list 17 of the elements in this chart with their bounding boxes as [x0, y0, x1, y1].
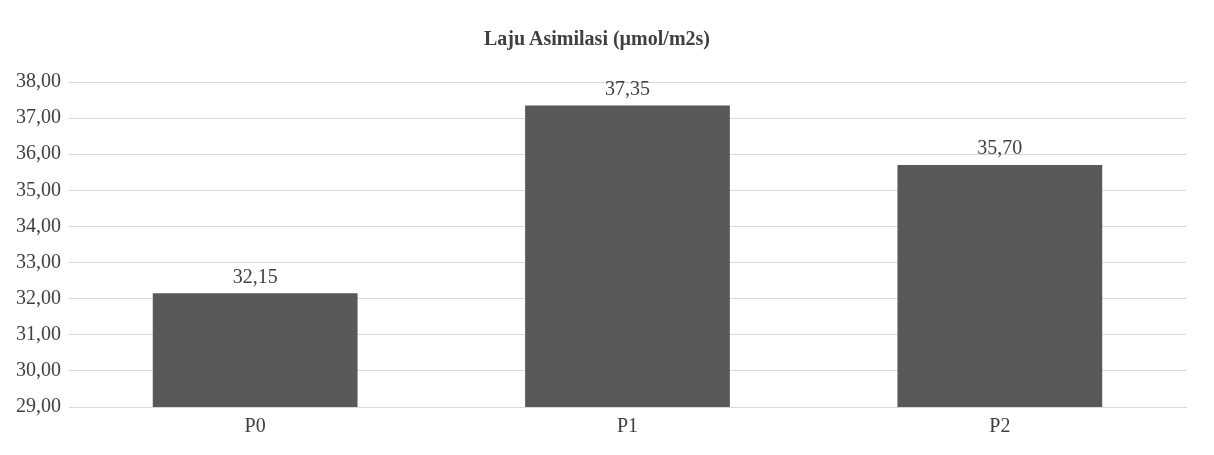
y-tick-label: 30,00 [16, 358, 61, 381]
y-tick-label: 34,00 [16, 213, 61, 236]
x-tick-label: P2 [989, 414, 1011, 437]
y-tick-label: 33,00 [16, 249, 61, 272]
y-tick-label: 32,00 [16, 285, 61, 308]
y-tick-label: 37,00 [16, 105, 61, 128]
y-tick-label: 29,00 [16, 394, 61, 417]
chart-title: Laju Asimilasi (µmol/m2s) [484, 27, 710, 51]
data-label: 35,70 [977, 136, 1023, 159]
y-tick-label: 36,00 [16, 141, 61, 164]
data-label: 32,15 [232, 264, 278, 287]
x-tick-label: P0 [244, 414, 266, 437]
x-tick-label: P1 [616, 414, 639, 437]
y-tick-label: 35,00 [16, 177, 61, 200]
data-label: 37,35 [605, 76, 650, 99]
y-tick-label: 31,00 [16, 322, 61, 345]
y-tick-label: 38,00 [16, 69, 61, 92]
